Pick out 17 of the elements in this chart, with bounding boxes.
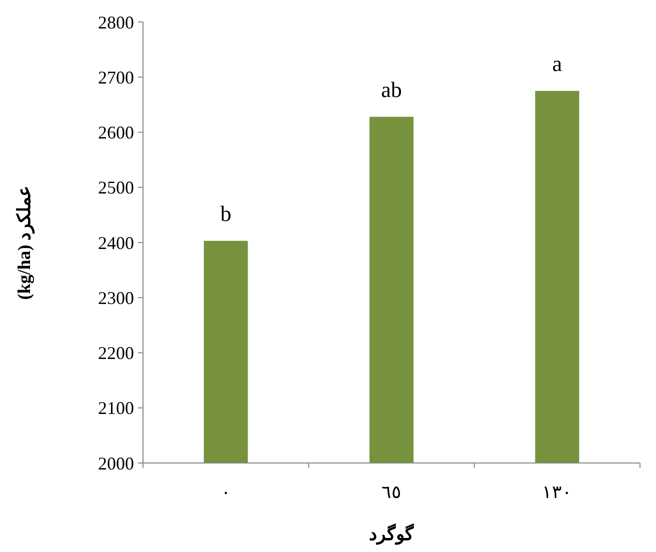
y-tick-label: 2100 [98,398,134,418]
x-axis-title: گوگرد [369,523,414,545]
x-tick-label: ٠ [220,482,231,502]
y-tick-label: 2600 [98,122,134,143]
y-axis-title: (kg/ha) عملکرد [14,185,35,300]
annotation: ab [381,76,402,102]
annotation: a [552,50,562,76]
y-tick-label: 2800 [98,12,134,32]
y-tick-label: 2000 [98,453,134,474]
y-tick-label: 2200 [98,343,134,364]
annotation: b [220,200,232,226]
y-tick-label: 2700 [98,67,134,88]
y-tick-label: 2400 [98,232,134,253]
x-tick-label: ١٣٠ [542,482,572,502]
y-tick-label: 2300 [98,288,134,308]
x-tick-label: ٦٥ [382,482,402,502]
y-tick-label: 2500 [98,178,134,198]
